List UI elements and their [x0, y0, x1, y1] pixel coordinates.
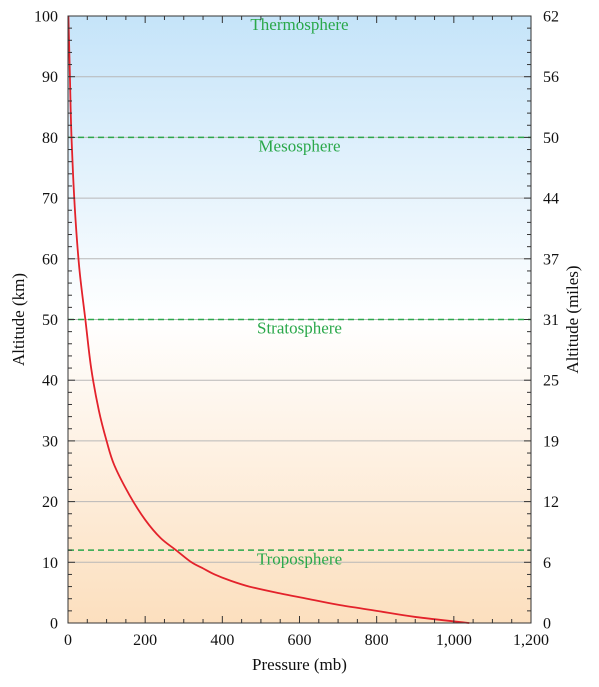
y-left-tick-label: 10	[42, 555, 58, 572]
x-tick-label: 200	[133, 632, 157, 649]
y-left-tick-label: 30	[42, 433, 58, 450]
y-left-tick-label: 60	[42, 251, 58, 268]
tick-labels: 0 200 400 600 800 1,000 1,20001020304050607080…	[34, 9, 559, 650]
grid-lines	[68, 76, 531, 563]
y-right-tick-label: 6	[543, 555, 551, 572]
layer-label: Stratosphere	[257, 319, 342, 338]
pressure-curve	[67, 15, 470, 624]
y-left-tick-label: 0	[50, 616, 58, 633]
x-axis-title: Pressure (mb)	[252, 655, 347, 674]
y-right-tick-label: 19	[543, 433, 559, 450]
y-right-tick-label: 50	[543, 130, 559, 147]
y-right-tick-label: 62	[543, 9, 559, 26]
y-right-tick-label: 0	[543, 616, 551, 633]
y-left-tick-label: 70	[42, 191, 58, 208]
x-tick-label: 400	[210, 632, 234, 649]
x-tick-label: 0	[64, 632, 72, 649]
y-axis-right-title: Altitude (miles)	[563, 265, 582, 373]
y-left-tick-label: 90	[42, 69, 58, 86]
x-tick-label: 800	[365, 632, 389, 649]
y-right-tick-label: 12	[543, 494, 559, 511]
x-tick-label: 1,000	[436, 632, 472, 649]
curve-group	[67, 15, 470, 624]
y-right-tick-label: 31	[543, 312, 559, 329]
y-left-tick-label: 20	[42, 494, 58, 511]
y-right-tick-label: 44	[543, 191, 559, 208]
y-right-tick-label: 56	[543, 69, 559, 86]
layer-label: Mesosphere	[258, 137, 340, 156]
y-left-tick-label: 40	[42, 373, 58, 390]
layer-labels: Troposphere Stratosphere Mesosphere Thermos…	[250, 15, 348, 568]
y-left-tick-label: 50	[42, 312, 58, 329]
y-left-tick-label: 100	[34, 9, 58, 26]
axis-ticks	[67, 15, 532, 624]
x-tick-label: 1,200	[513, 632, 549, 649]
y-right-tick-label: 25	[543, 373, 559, 390]
layer-boundaries	[68, 136, 531, 551]
layer-label: Thermosphere	[250, 15, 348, 34]
y-right-tick-label: 37	[543, 251, 559, 268]
y-axis-left-title: Altitude (km)	[9, 273, 28, 366]
y-left-tick-label: 80	[42, 130, 58, 147]
layer-label: Troposphere	[257, 549, 342, 568]
x-tick-label: 600	[288, 632, 312, 649]
